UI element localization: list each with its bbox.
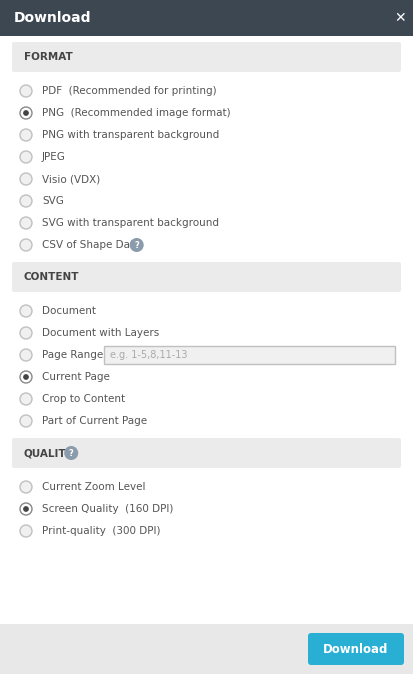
- Text: SVG with transparent background: SVG with transparent background: [42, 218, 219, 228]
- FancyBboxPatch shape: [12, 262, 401, 292]
- FancyBboxPatch shape: [308, 633, 404, 665]
- FancyBboxPatch shape: [0, 624, 413, 674]
- Text: Page Range: Page Range: [42, 350, 103, 361]
- Text: Part of Current Page: Part of Current Page: [42, 417, 147, 427]
- Circle shape: [20, 481, 32, 493]
- Circle shape: [20, 239, 32, 251]
- Text: Print-quality  (300 DPI): Print-quality (300 DPI): [42, 526, 161, 537]
- Circle shape: [20, 393, 32, 405]
- Text: CONTENT: CONTENT: [24, 272, 79, 282]
- Text: PDF  (Recommended for printing): PDF (Recommended for printing): [42, 86, 217, 96]
- FancyBboxPatch shape: [104, 346, 395, 364]
- Text: PNG with transparent background: PNG with transparent background: [42, 131, 219, 140]
- FancyBboxPatch shape: [12, 42, 401, 72]
- Text: ?: ?: [69, 449, 74, 458]
- Circle shape: [20, 415, 32, 427]
- Text: JPEG: JPEG: [42, 152, 66, 162]
- Circle shape: [20, 371, 32, 383]
- Circle shape: [20, 349, 32, 361]
- Text: ?: ?: [134, 241, 139, 250]
- Text: Download: Download: [14, 11, 92, 25]
- FancyBboxPatch shape: [12, 438, 401, 468]
- Text: Current Page: Current Page: [42, 373, 110, 383]
- Circle shape: [23, 110, 29, 116]
- Circle shape: [20, 129, 32, 141]
- Text: Screen Quality  (160 DPI): Screen Quality (160 DPI): [42, 505, 173, 514]
- Circle shape: [20, 503, 32, 515]
- Circle shape: [20, 195, 32, 207]
- FancyBboxPatch shape: [0, 0, 413, 36]
- Text: Download: Download: [323, 643, 389, 656]
- Circle shape: [130, 238, 144, 252]
- Text: CSV of Shape Data: CSV of Shape Data: [42, 241, 140, 251]
- Text: SVG: SVG: [42, 197, 64, 206]
- Text: e.g. 1-5,8,11-13: e.g. 1-5,8,11-13: [110, 350, 188, 361]
- Text: QUALITY: QUALITY: [24, 448, 74, 458]
- Text: ✕: ✕: [394, 11, 406, 26]
- Text: Visio (VDX): Visio (VDX): [42, 175, 100, 185]
- Text: PNG  (Recommended image format): PNG (Recommended image format): [42, 109, 230, 119]
- Circle shape: [20, 85, 32, 97]
- Circle shape: [20, 305, 32, 317]
- Circle shape: [23, 506, 29, 512]
- Circle shape: [20, 327, 32, 339]
- Text: FORMAT: FORMAT: [24, 52, 73, 62]
- Circle shape: [23, 374, 29, 380]
- Text: Current Zoom Level: Current Zoom Level: [42, 483, 145, 493]
- Text: Document: Document: [42, 307, 96, 317]
- Circle shape: [20, 151, 32, 163]
- Circle shape: [20, 173, 32, 185]
- Circle shape: [20, 525, 32, 537]
- Circle shape: [64, 446, 78, 460]
- Circle shape: [20, 107, 32, 119]
- Text: Document with Layers: Document with Layers: [42, 328, 159, 338]
- Text: Crop to Content: Crop to Content: [42, 394, 125, 404]
- Circle shape: [20, 217, 32, 229]
